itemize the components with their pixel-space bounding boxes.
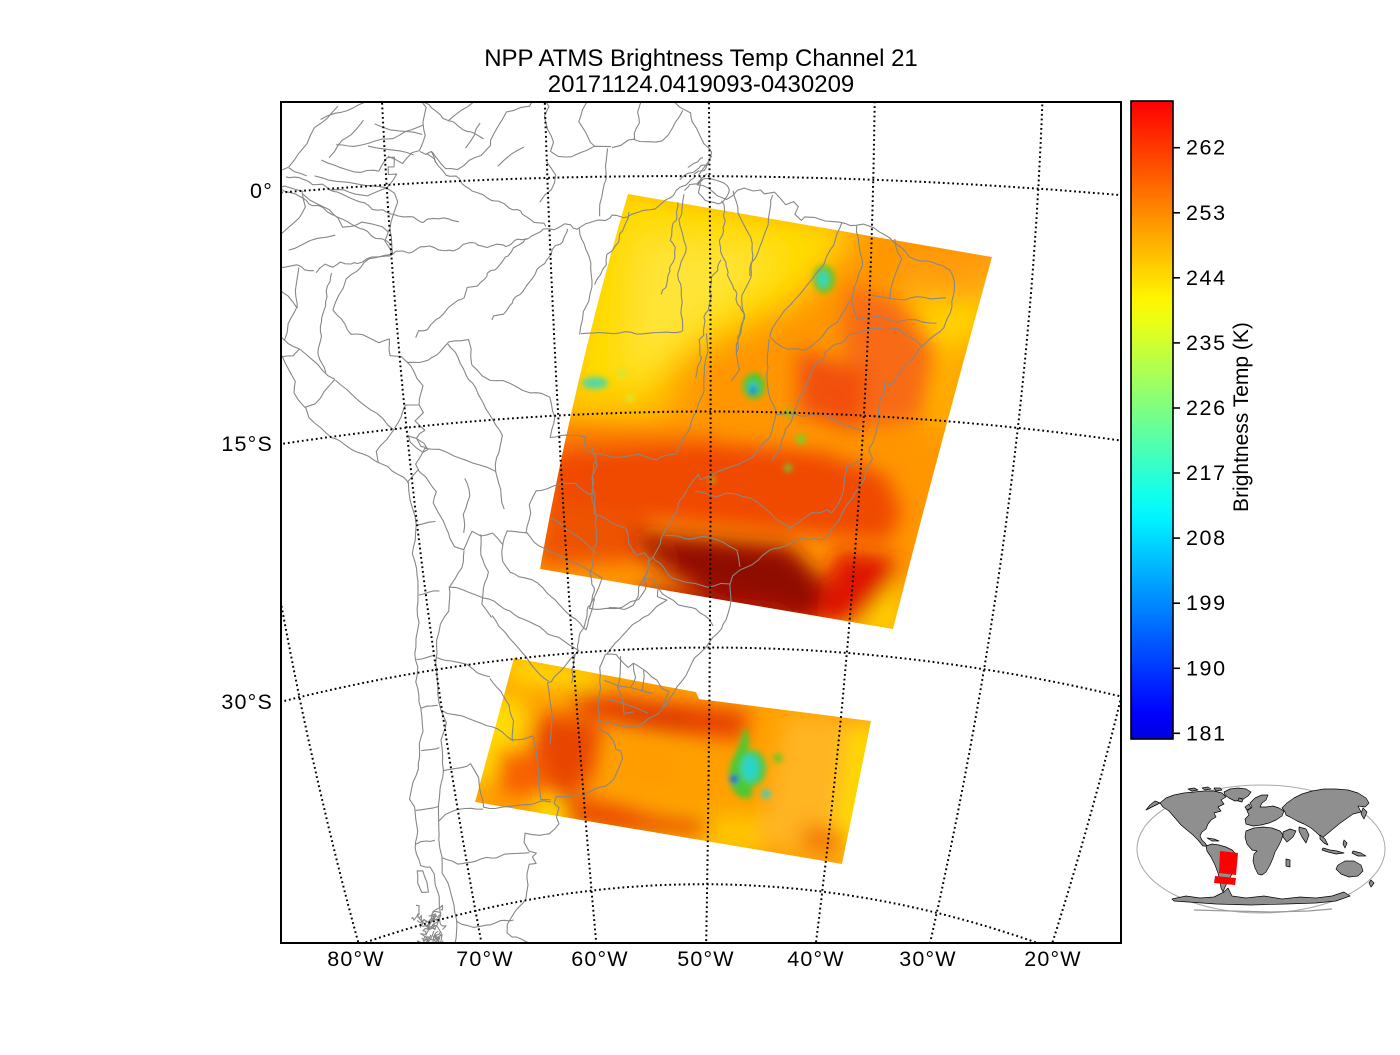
svg-text:226: 226 xyxy=(1186,396,1227,420)
svg-text:20°W: 20°W xyxy=(1024,947,1082,971)
svg-text:181: 181 xyxy=(1186,721,1227,745)
svg-text:30°W: 30°W xyxy=(899,947,957,971)
svg-text:0°: 0° xyxy=(250,179,273,203)
svg-text:Brightness Temp (K): Brightness Temp (K) xyxy=(1230,322,1253,512)
svg-text:80°W: 80°W xyxy=(327,947,385,971)
svg-text:40°W: 40°W xyxy=(787,947,845,971)
svg-text:70°W: 70°W xyxy=(456,947,514,971)
svg-text:244: 244 xyxy=(1186,266,1227,290)
svg-text:253: 253 xyxy=(1186,201,1227,225)
svg-text:60°W: 60°W xyxy=(571,947,629,971)
svg-text:262: 262 xyxy=(1186,136,1227,160)
svg-text:20171124.0419093-0430209: 20171124.0419093-0430209 xyxy=(548,71,855,98)
svg-text:NPP ATMS Brightness Temp Chann: NPP ATMS Brightness Temp Channel 21 xyxy=(484,45,918,72)
svg-text:208: 208 xyxy=(1186,526,1227,550)
svg-text:235: 235 xyxy=(1186,331,1227,355)
svg-text:30°S: 30°S xyxy=(221,690,273,714)
svg-text:217: 217 xyxy=(1186,461,1227,485)
svg-text:190: 190 xyxy=(1186,656,1227,680)
svg-text:199: 199 xyxy=(1186,591,1227,615)
svg-text:15°S: 15°S xyxy=(221,432,273,456)
svg-text:50°W: 50°W xyxy=(677,947,735,971)
